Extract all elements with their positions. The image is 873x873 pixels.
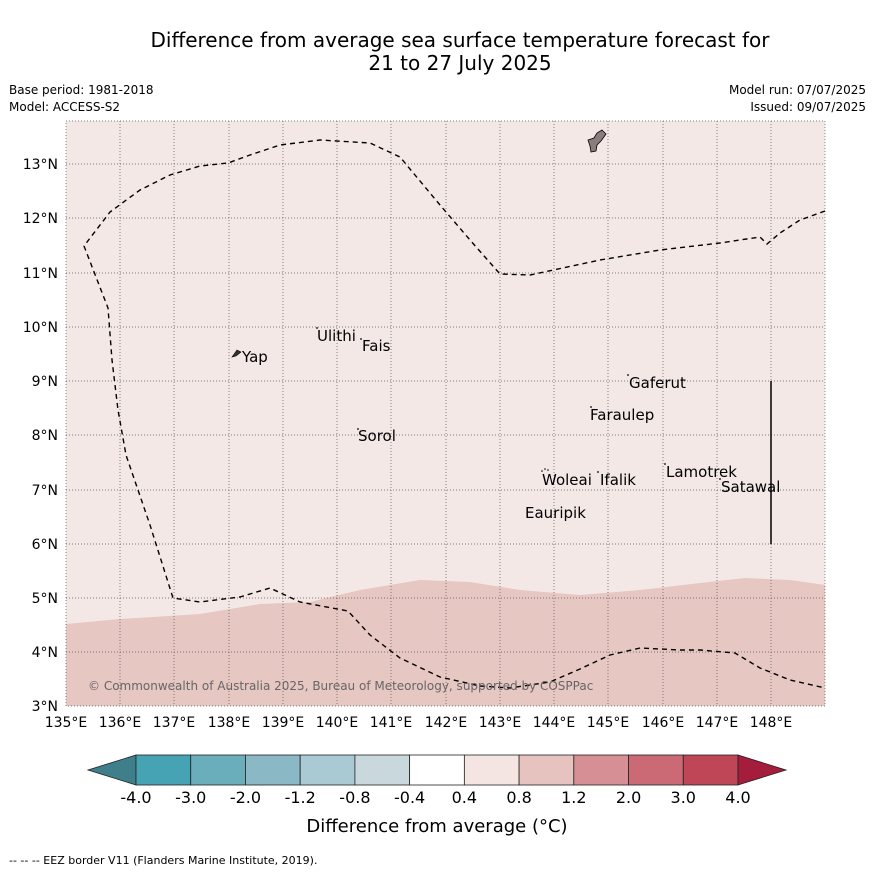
colorbar-segment xyxy=(135,754,192,786)
longitude-labels: 135°E 136°E 137°E 138°E 139°E 140°E 141°… xyxy=(45,715,793,731)
colorbar-segment xyxy=(682,754,739,786)
lat-label: 9°N xyxy=(32,374,58,390)
lon-label: 148°E xyxy=(750,715,793,731)
lat-label: 6°N xyxy=(32,537,58,553)
colorbar-tick-label: 3.0 xyxy=(671,788,696,807)
lon-label: 135°E xyxy=(45,715,88,731)
colorbar-segment xyxy=(245,754,301,786)
place-label-ulithi: Ulithi xyxy=(317,327,356,345)
place-label-yap: Yap xyxy=(241,348,268,366)
place-label-fais: Fais xyxy=(362,337,391,355)
place-label-lamotrek: Lamotrek xyxy=(666,463,737,481)
base-period-text: Base period: 1981-2018 xyxy=(9,83,154,97)
colorbar-tick-label: -3.0 xyxy=(175,788,206,807)
colorbar-segment xyxy=(518,754,575,786)
colorbar-segment xyxy=(628,754,684,786)
colorbar-segment xyxy=(354,754,411,786)
guam-island-shape xyxy=(587,129,607,153)
colorbar-tick-label: -2.0 xyxy=(230,788,261,807)
place-label-gaferut: Gaferut xyxy=(629,374,686,392)
lat-label: 10°N xyxy=(23,320,58,336)
place-label-sorol: Sorol xyxy=(358,427,396,445)
lon-label: 137°E xyxy=(153,715,196,731)
lon-label: 146°E xyxy=(642,715,685,731)
graticule xyxy=(66,121,825,706)
colorbar-segment xyxy=(573,754,629,786)
place-label-faraulep: Faraulep xyxy=(590,406,654,424)
lat-label: 11°N xyxy=(23,266,58,282)
colorbar-tick-label: 0.8 xyxy=(506,788,531,807)
place-label-woleai: Woleai xyxy=(542,471,592,489)
eez-border xyxy=(83,139,826,689)
island-markers xyxy=(316,327,721,480)
lon-label: 139°E xyxy=(262,715,305,731)
latitude-labels: 13°N 12°N 11°N 10°N 9°N 8°N 7°N 6°N 5°N … xyxy=(23,157,58,715)
place-label-eauripik: Eauripik xyxy=(525,504,586,522)
map-title-line-2: 21 to 27 July 2025 xyxy=(368,51,552,75)
colorbar-tick-label: 1.2 xyxy=(561,788,586,807)
model-text: Model: ACCESS-S2 xyxy=(9,100,121,114)
colorbar-tick-label: 4.0 xyxy=(725,788,750,807)
lat-label: 3°N xyxy=(32,699,58,715)
colorbar: -4.0 -3.0 -2.0 -1.2 -0.8 -0.4 0.4 0.8 1.2 2.0 3.0 4… xyxy=(86,754,788,837)
colorbar-tick-label: 0.4 xyxy=(452,788,477,807)
lat-label: 5°N xyxy=(32,591,58,607)
colorbar-extend-low xyxy=(86,754,137,786)
lon-label: 147°E xyxy=(696,715,739,731)
copyright-text: © Commonwealth of Australia 2025, Bureau… xyxy=(88,679,593,693)
colorbar-tick-label: -4.0 xyxy=(120,788,151,807)
lon-label: 145°E xyxy=(587,715,630,731)
lon-label: 140°E xyxy=(316,715,359,731)
lon-label: 136°E xyxy=(99,715,142,731)
colorbar-tick-label: -0.8 xyxy=(339,788,370,807)
map-title-line-1: Difference from average sea surface temp… xyxy=(150,28,770,52)
lon-label: 143°E xyxy=(479,715,522,731)
yap-island-shape xyxy=(231,349,242,358)
lon-label: 142°E xyxy=(425,715,468,731)
colorbar-segment xyxy=(409,754,465,786)
lat-label: 13°N xyxy=(23,157,58,173)
lat-label: 12°N xyxy=(23,211,58,227)
colorbar-extend-high xyxy=(737,754,788,786)
eez-footnote: -- -- -- EEZ border V11 (Flanders Marine… xyxy=(9,854,318,867)
lat-label: 7°N xyxy=(32,483,58,499)
anomaly-band-0.8-1.2 xyxy=(66,578,825,706)
colorbar-tick-label: -0.4 xyxy=(394,788,425,807)
lon-label: 144°E xyxy=(533,715,576,731)
colorbar-segment xyxy=(299,754,356,786)
colorbar-segment xyxy=(190,754,246,786)
colorbar-tick-label: 2.0 xyxy=(616,788,641,807)
colorbar-segment xyxy=(463,754,520,786)
model-run-text: Model run: 07/07/2025 xyxy=(728,83,866,97)
lon-label: 141°E xyxy=(370,715,413,731)
lon-label: 138°E xyxy=(208,715,251,731)
lat-label: 4°N xyxy=(32,645,58,661)
place-label-satawal: Satawal xyxy=(721,478,780,496)
issued-text: Issued: 09/07/2025 xyxy=(750,100,866,114)
lat-label: 8°N xyxy=(32,428,58,444)
colorbar-title: Difference from average (°C) xyxy=(306,816,567,837)
place-label-ifalik: Ifalik xyxy=(600,471,636,489)
colorbar-tick-label: -1.2 xyxy=(285,788,316,807)
